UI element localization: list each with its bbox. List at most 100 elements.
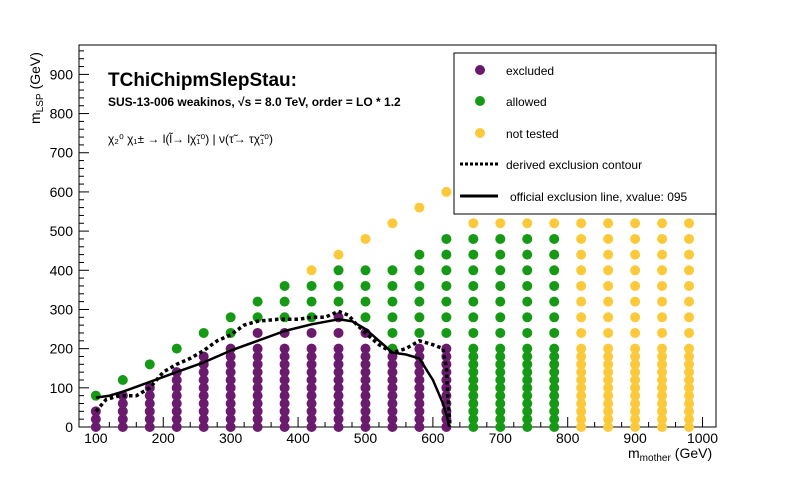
point-allowed <box>468 249 479 260</box>
point-excluded <box>252 398 263 409</box>
point-allowed <box>387 296 398 307</box>
point-excluded <box>252 414 263 425</box>
point-allowed <box>549 351 560 362</box>
point-excluded <box>306 390 317 401</box>
point-excluded <box>387 422 398 432</box>
point-not-tested <box>684 359 695 370</box>
point-excluded <box>333 382 344 393</box>
point-excluded <box>198 406 209 417</box>
point-excluded <box>360 374 371 385</box>
point-not-tested <box>576 422 587 432</box>
point-excluded <box>360 359 371 370</box>
point-allowed <box>549 280 560 291</box>
point-not-tested <box>684 406 695 417</box>
point-excluded <box>333 390 344 401</box>
point-not-tested <box>576 327 587 338</box>
point-not-tested <box>630 382 641 393</box>
y-axis-label: m <box>27 112 43 124</box>
exclusion-lines <box>94 309 452 428</box>
point-allowed <box>549 390 560 401</box>
point-not-tested <box>603 351 614 362</box>
point-excluded <box>306 374 317 385</box>
point-allowed <box>441 280 452 291</box>
x-axis-title: mmother (GeV) <box>628 445 712 464</box>
point-excluded <box>225 390 236 401</box>
point-excluded <box>252 343 263 354</box>
point-excluded <box>306 406 317 417</box>
point-excluded <box>90 414 101 425</box>
point-not-tested <box>576 374 587 385</box>
point-not-tested <box>657 218 668 229</box>
point-not-tested <box>657 414 668 425</box>
point-allowed <box>468 422 479 432</box>
point-not-tested <box>657 406 668 417</box>
point-allowed <box>522 296 533 307</box>
point-excluded <box>306 327 317 338</box>
point-excluded <box>279 359 290 370</box>
point-excluded <box>414 343 425 354</box>
point-not-tested <box>576 382 587 393</box>
axis-ticks: 100 200 300 400 500 600 700 800 900 1000 0 100 200 30… <box>50 50 718 446</box>
point-allowed <box>171 343 182 354</box>
point-excluded <box>414 398 425 409</box>
y-tick-label: 900 <box>50 66 74 82</box>
point-excluded <box>333 343 344 354</box>
point-allowed <box>387 312 398 323</box>
point-excluded <box>225 367 236 378</box>
point-allowed <box>468 398 479 409</box>
point-not-tested <box>603 296 614 307</box>
legend: excluded allowed not tested derived excl… <box>453 52 717 215</box>
point-not-tested <box>630 218 641 229</box>
point-allowed <box>495 367 506 378</box>
point-excluded <box>252 422 263 432</box>
y-axis-unit: (GeV) <box>27 52 43 89</box>
point-allowed <box>387 280 398 291</box>
point-not-tested <box>603 327 614 338</box>
point-allowed <box>549 414 560 425</box>
point-excluded <box>360 398 371 409</box>
point-not-tested <box>630 343 641 354</box>
point-excluded <box>387 390 398 401</box>
point-allowed <box>495 327 506 338</box>
point-not-tested <box>657 296 668 307</box>
data-points <box>90 171 695 432</box>
point-allowed <box>495 359 506 370</box>
point-excluded <box>225 382 236 393</box>
point-excluded <box>441 374 452 385</box>
point-allowed <box>522 233 533 244</box>
point-excluded <box>171 406 182 417</box>
point-allowed <box>549 359 560 370</box>
point-not-tested <box>576 367 587 378</box>
point-not-tested <box>657 249 668 260</box>
point-not-tested <box>684 390 695 401</box>
point-not-tested <box>576 233 587 244</box>
point-not-tested <box>468 218 479 229</box>
y-tick-label: 400 <box>50 262 74 278</box>
y-axis-subscript: LSP <box>35 93 46 112</box>
point-allowed <box>549 382 560 393</box>
point-allowed <box>414 312 425 323</box>
point-not-tested <box>684 249 695 260</box>
point-allowed <box>495 422 506 432</box>
point-excluded <box>306 414 317 425</box>
point-not-tested <box>576 390 587 401</box>
point-excluded <box>441 351 452 362</box>
point-allowed <box>333 280 344 291</box>
point-not-tested <box>603 406 614 417</box>
point-excluded <box>333 351 344 362</box>
point-excluded <box>90 406 101 417</box>
point-not-tested <box>603 382 614 393</box>
point-allowed <box>495 296 506 307</box>
point-allowed <box>495 312 506 323</box>
x-axis-unit: (GeV) <box>675 445 712 461</box>
legend-not-tested-label: not tested <box>506 127 559 141</box>
point-excluded <box>360 367 371 378</box>
point-not-tested <box>630 280 641 291</box>
point-not-tested <box>684 374 695 385</box>
point-allowed <box>522 327 533 338</box>
point-not-tested <box>603 218 614 229</box>
point-not-tested <box>657 327 668 338</box>
point-allowed <box>549 312 560 323</box>
point-excluded <box>279 406 290 417</box>
